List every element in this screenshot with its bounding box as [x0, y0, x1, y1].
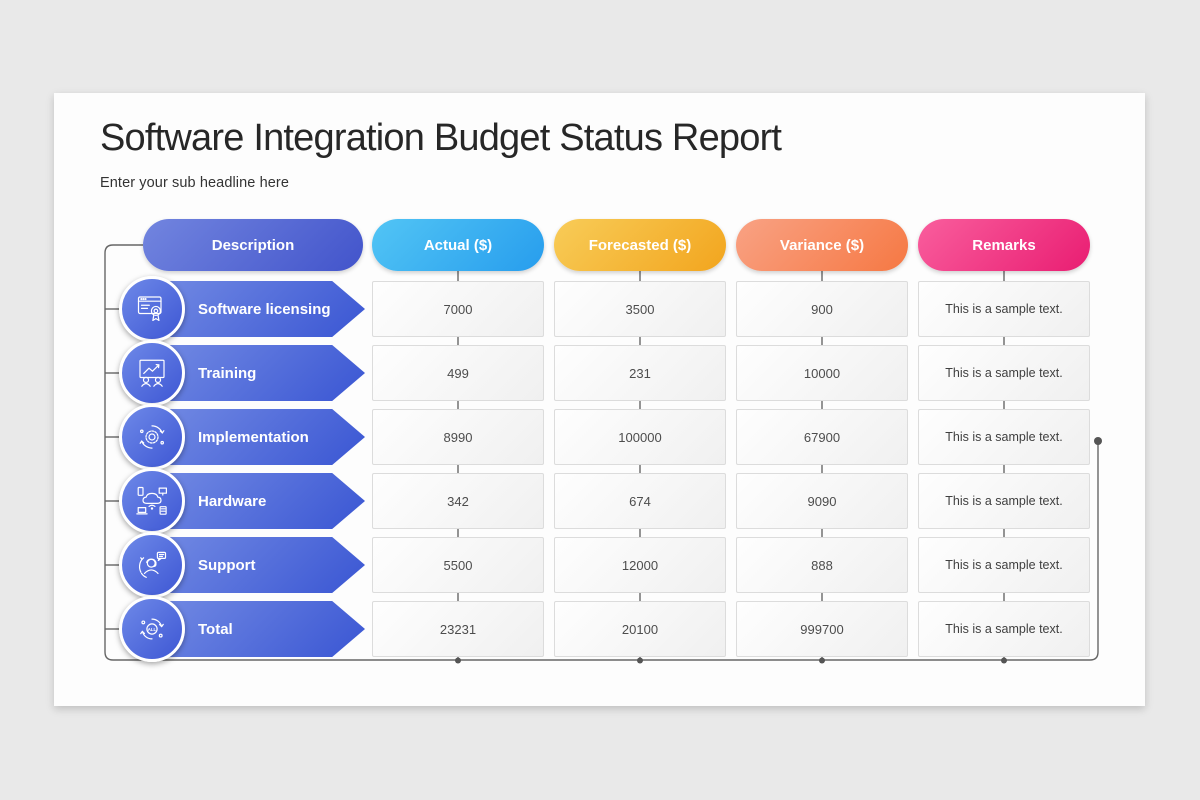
row-label: Implementation	[198, 428, 309, 446]
cell-remarks: This is a sample text.	[918, 409, 1090, 465]
cell-forecasted: 231	[554, 345, 726, 401]
cell-actual: 23231	[372, 601, 544, 657]
cell-variance: 67900	[736, 409, 908, 465]
cell-forecasted: 12000	[554, 537, 726, 593]
cell-actual: 8990	[372, 409, 544, 465]
cell-forecasted: 20100	[554, 601, 726, 657]
row-label: Hardware	[198, 492, 267, 510]
cell-variance: 10000	[736, 345, 908, 401]
column-header-label: Variance ($)	[779, 236, 865, 254]
column-header-description: Description	[143, 219, 363, 271]
cell-forecasted: 3500	[554, 281, 726, 337]
total-icon: ALL	[134, 611, 170, 647]
column-header-label: Actual ($)	[423, 236, 493, 254]
row-label-arrow: Training	[160, 345, 365, 401]
column-header-label: Forecasted ($)	[588, 236, 692, 254]
hardware-icon	[134, 483, 170, 519]
cell-actual: 499	[372, 345, 544, 401]
slide-subtitle: Enter your sub headline here	[100, 175, 290, 191]
slide-title: Software Integration Budget Status Repor…	[100, 117, 782, 159]
row-icon-badge	[119, 532, 185, 598]
implementation-icon	[134, 419, 170, 455]
svg-text:ALL: ALL	[148, 627, 157, 632]
column-header-forecasted: Forecasted ($)	[554, 219, 726, 271]
column-header-label: Remarks	[972, 236, 1036, 254]
license-icon	[134, 291, 170, 327]
column-header-actual: Actual ($)	[372, 219, 544, 271]
column-header-label: Description	[211, 236, 295, 254]
row-label-arrow: Hardware	[160, 473, 365, 529]
cell-actual: 7000	[372, 281, 544, 337]
row-icon-badge	[119, 340, 185, 406]
row-label: Software licensing	[198, 300, 331, 318]
cell-forecasted: 674	[554, 473, 726, 529]
cell-remarks: This is a sample text.	[918, 537, 1090, 593]
row-icon-badge: ALL	[119, 596, 185, 662]
row-label-arrow: Implementation	[160, 409, 365, 465]
cell-variance: 900	[736, 281, 908, 337]
training-icon	[134, 355, 170, 391]
row-label-arrow: Software licensing	[160, 281, 365, 337]
row-label: Support	[198, 556, 256, 574]
cell-forecasted: 100000	[554, 409, 726, 465]
column-header-variance: Variance ($)	[736, 219, 908, 271]
cell-remarks: This is a sample text.	[918, 473, 1090, 529]
row-icon-badge	[119, 276, 185, 342]
cell-variance: 9090	[736, 473, 908, 529]
row-icon-badge	[119, 404, 185, 470]
cell-remarks: This is a sample text.	[918, 601, 1090, 657]
cell-variance: 888	[736, 537, 908, 593]
support-icon	[134, 547, 170, 583]
cell-actual: 5500	[372, 537, 544, 593]
row-label: Training	[198, 364, 257, 382]
cell-actual: 342	[372, 473, 544, 529]
cell-remarks: This is a sample text.	[918, 281, 1090, 337]
column-header-remarks: Remarks	[918, 219, 1090, 271]
row-label: Total	[198, 620, 233, 638]
row-label-arrow: Total	[160, 601, 365, 657]
row-icon-badge	[119, 468, 185, 534]
cell-remarks: This is a sample text.	[918, 345, 1090, 401]
row-label-arrow: Support	[160, 537, 365, 593]
cell-variance: 999700	[736, 601, 908, 657]
